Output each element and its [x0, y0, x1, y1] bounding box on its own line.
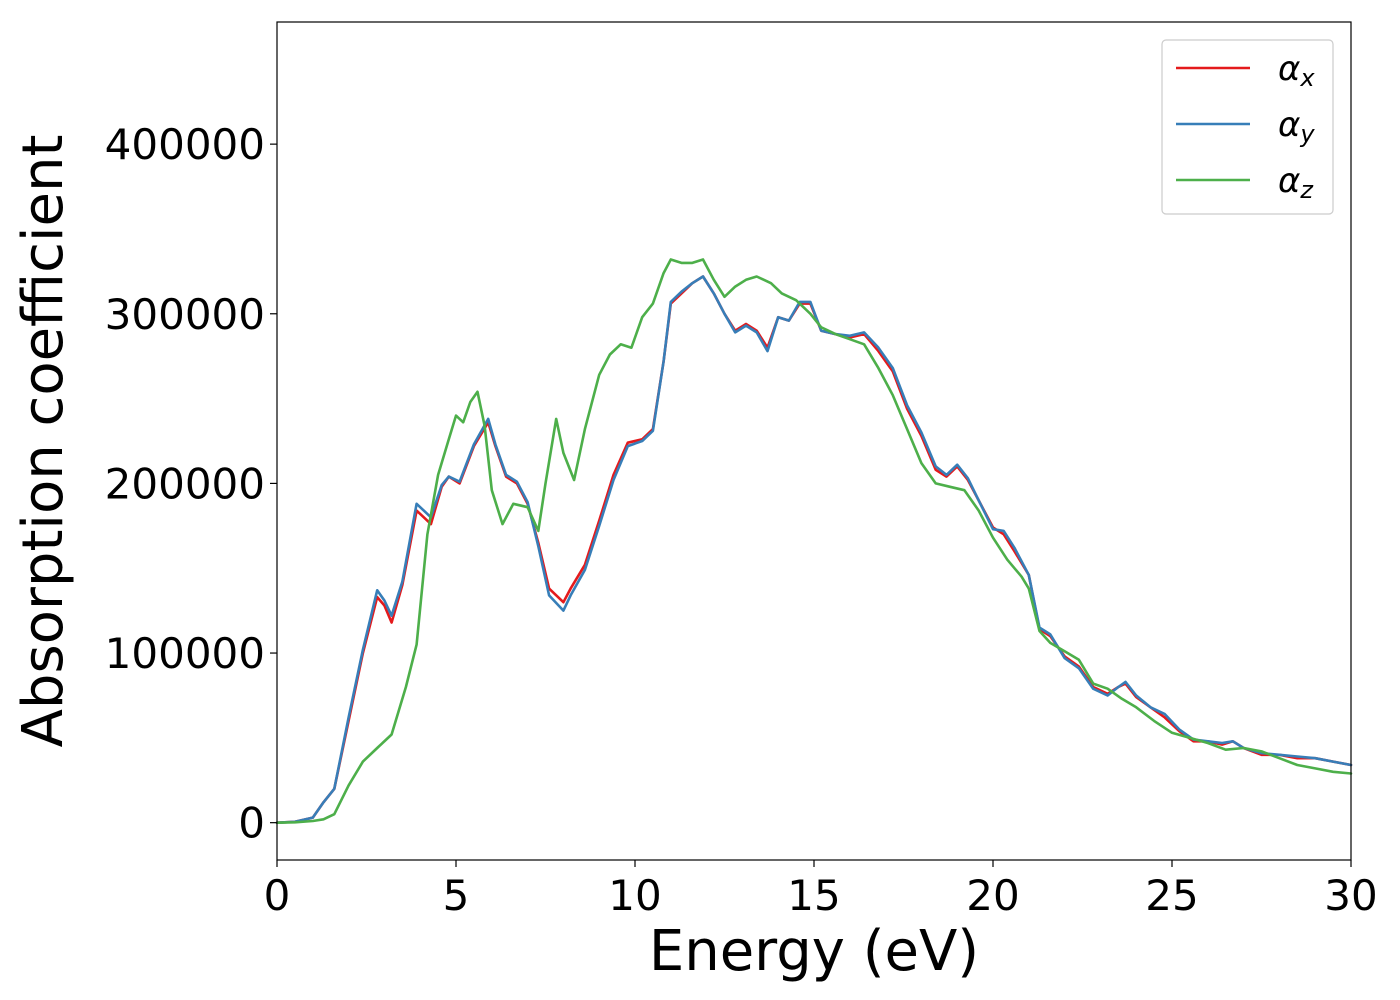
x-tick-label: 10	[608, 871, 661, 920]
series-layer	[275, 258, 1353, 825]
x-axis: 0 5 10 15 20 25 30	[264, 860, 1378, 920]
legend-subscript: z	[1299, 176, 1314, 204]
legend-subscript: y	[1299, 120, 1315, 148]
y-tick-label: 100000	[105, 629, 265, 678]
y-tick-label: 0	[238, 799, 265, 848]
x-tick-label: 30	[1324, 871, 1377, 920]
legend-label-y: αy	[1278, 105, 1315, 148]
series-line-y	[275, 275, 1353, 825]
x-tick-label: 20	[966, 871, 1019, 920]
legend-label-x: αx	[1278, 49, 1315, 92]
y-axis: 0 100000 200000 300000 400000	[105, 120, 277, 848]
series-line-z	[275, 258, 1353, 825]
y-tick-label: 400000	[105, 120, 265, 169]
legend-subscript: x	[1299, 64, 1315, 92]
x-tick-label: 15	[787, 871, 840, 920]
x-tick-label: 0	[264, 871, 291, 920]
legend-frame	[1161, 39, 1334, 215]
x-tick-label: 25	[1145, 871, 1198, 920]
legend-label-z: αz	[1278, 161, 1314, 204]
x-axis-title: Energy (eV)	[649, 919, 979, 984]
x-tick-label: 5	[443, 871, 470, 920]
y-tick-label: 300000	[105, 290, 265, 339]
y-tick-label: 200000	[105, 459, 265, 508]
legend-symbol: α	[1278, 161, 1300, 201]
legend-symbol: α	[1278, 49, 1300, 89]
legend-symbol: α	[1278, 105, 1300, 145]
y-axis-title: Absorption coefficient	[11, 135, 76, 748]
